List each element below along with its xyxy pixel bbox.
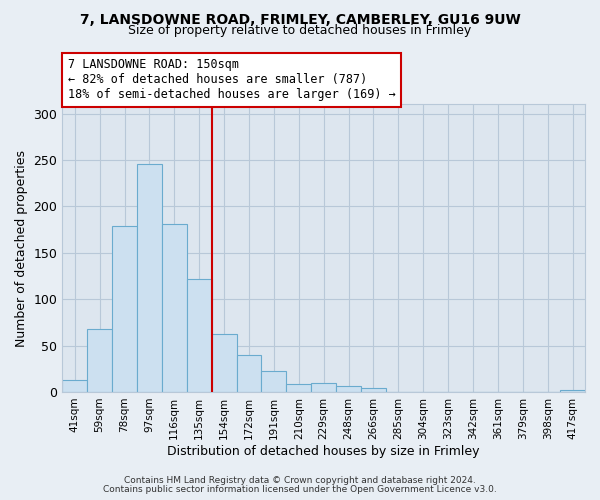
Bar xyxy=(311,382,336,392)
Text: 7, LANSDOWNE ROAD, FRIMLEY, CAMBERLEY, GU16 9UW: 7, LANSDOWNE ROAD, FRIMLEY, CAMBERLEY, G… xyxy=(80,12,520,26)
Bar xyxy=(162,224,187,392)
Bar xyxy=(560,390,585,392)
Text: Size of property relative to detached houses in Frimley: Size of property relative to detached ho… xyxy=(128,24,472,37)
Bar xyxy=(112,226,137,392)
Bar xyxy=(236,355,262,392)
X-axis label: Distribution of detached houses by size in Frimley: Distribution of detached houses by size … xyxy=(167,444,480,458)
Bar xyxy=(361,388,386,392)
Bar xyxy=(62,380,87,392)
Bar xyxy=(137,164,162,392)
Text: Contains HM Land Registry data © Crown copyright and database right 2024.: Contains HM Land Registry data © Crown c… xyxy=(124,476,476,485)
Bar xyxy=(87,329,112,392)
Bar xyxy=(336,386,361,392)
Text: Contains public sector information licensed under the Open Government Licence v3: Contains public sector information licen… xyxy=(103,485,497,494)
Y-axis label: Number of detached properties: Number of detached properties xyxy=(15,150,28,346)
Bar xyxy=(262,370,286,392)
Bar xyxy=(187,279,212,392)
Bar xyxy=(212,334,236,392)
Text: 7 LANSDOWNE ROAD: 150sqm
← 82% of detached houses are smaller (787)
18% of semi-: 7 LANSDOWNE ROAD: 150sqm ← 82% of detach… xyxy=(68,58,395,102)
Bar xyxy=(286,384,311,392)
